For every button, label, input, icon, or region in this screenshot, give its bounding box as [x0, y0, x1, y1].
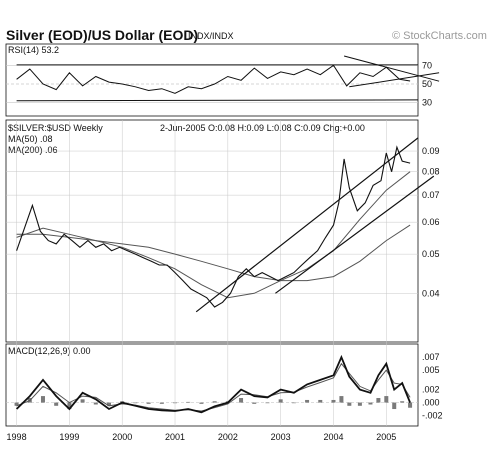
year-tick-label: 2004	[323, 432, 343, 442]
macd-histogram-bar	[347, 402, 352, 406]
tick-layer: 70 50 30 0.09 0.08 0.07 0.06 0.05 0.04 1998 1999 20…	[7, 60, 443, 442]
macd-label: MACD(12,26,9) 0.00	[8, 346, 91, 356]
year-tick-label: 2002	[218, 432, 238, 442]
macd-histogram-bar	[400, 401, 405, 403]
macd-histogram-bar	[278, 399, 283, 403]
price-line	[16, 145, 411, 308]
rsi-trendline	[16, 99, 419, 102]
rsi-tick-label: 30	[422, 98, 432, 108]
ma200-label: MA(200) .06	[8, 145, 58, 155]
macd-histogram-bar	[133, 402, 138, 404]
price-tick-label: 0.08	[422, 167, 440, 177]
year-tick-label: 1999	[59, 432, 79, 442]
grid-layer	[6, 64, 418, 426]
macd-histogram-bar	[173, 402, 178, 404]
macd-tick-label: .000	[422, 398, 440, 408]
macd-histogram-bar	[408, 402, 413, 408]
year-tick-label: 2001	[165, 432, 185, 442]
rsi-label: RSI(14) 53.2	[8, 45, 59, 55]
macd-line	[15, 354, 411, 414]
macd-histogram-bar	[384, 396, 389, 403]
price-series-label: $SILVER:$USD Weekly	[8, 123, 103, 133]
macd-histogram-bar	[318, 399, 323, 403]
price-tick-label: 0.04	[422, 288, 440, 298]
price-tick-label: 0.06	[422, 217, 440, 227]
rsi-trendline	[349, 72, 440, 88]
macd-tick-label: .005	[422, 365, 440, 375]
macd-histogram-bar	[265, 402, 270, 404]
macd-histogram-bar	[146, 402, 151, 404]
macd-histogram-bar	[305, 399, 310, 403]
ma50-line	[16, 171, 411, 299]
macd-histogram-bar	[199, 402, 204, 404]
ma200-line	[16, 224, 411, 282]
price-tick-label: 0.07	[422, 190, 440, 200]
macd-histogram-bar	[291, 402, 296, 404]
year-tick-label: 1998	[7, 432, 27, 442]
series-layer	[14, 55, 440, 414]
macd-histogram-bar	[376, 398, 381, 403]
macd-tick-label: .002	[422, 385, 440, 395]
macd-histogram-bar	[186, 401, 191, 403]
year-tick-label: 2005	[376, 432, 396, 442]
price-trendline	[275, 175, 435, 294]
price-tick-label: 0.05	[422, 249, 440, 259]
macd-histogram-bar	[107, 402, 111, 406]
year-tick-label: 2003	[271, 432, 291, 442]
macd-histogram-bar	[80, 399, 85, 403]
macd-histogram-bar	[159, 402, 164, 404]
price-panel-frame	[5, 119, 419, 343]
macd-histogram-bar	[392, 402, 397, 410]
macd-histogram-bar	[331, 399, 336, 403]
macd-histogram-bar	[67, 402, 72, 410]
rsi-tick-label: 70	[422, 60, 432, 70]
ohlc-readout: 2-Jun-2005 O:0.08 H:0.09 L:0.08 C:0.09 C…	[160, 123, 365, 133]
macd-histogram-bar	[54, 402, 59, 406]
price-tick-label: 0.09	[422, 146, 440, 156]
rsi-panel-frame	[5, 43, 419, 117]
macd-tick-label: -.002	[422, 411, 443, 421]
macd-histogram-bar	[357, 402, 362, 406]
year-tick-label: 2000	[112, 432, 132, 442]
macd-histogram-bar	[212, 401, 217, 403]
macd-histogram-bar	[252, 402, 257, 404]
price-trendline	[195, 137, 419, 313]
ma50-label: MA(50) .08	[8, 134, 53, 144]
rsi-trendline	[343, 55, 440, 82]
rsi-tick-label: 50	[422, 79, 432, 89]
macd-histogram-bar	[14, 402, 19, 406]
macd-histogram-bar	[368, 402, 373, 405]
chart-title: Silver (EOD)/US Dollar (EOD)	[6, 27, 198, 43]
exchange-label: INDX/INDX	[188, 31, 234, 41]
macd-histogram-bar	[40, 396, 45, 403]
macd-histogram-bar	[339, 396, 344, 403]
macd-histogram-bar	[93, 402, 98, 405]
watermark-text: © StockCharts.com	[392, 30, 487, 42]
macd-panel-frame	[5, 343, 419, 427]
macd-tick-label: .007	[422, 352, 440, 362]
rsi-line	[16, 64, 411, 94]
macd-histogram-bar	[239, 398, 244, 403]
